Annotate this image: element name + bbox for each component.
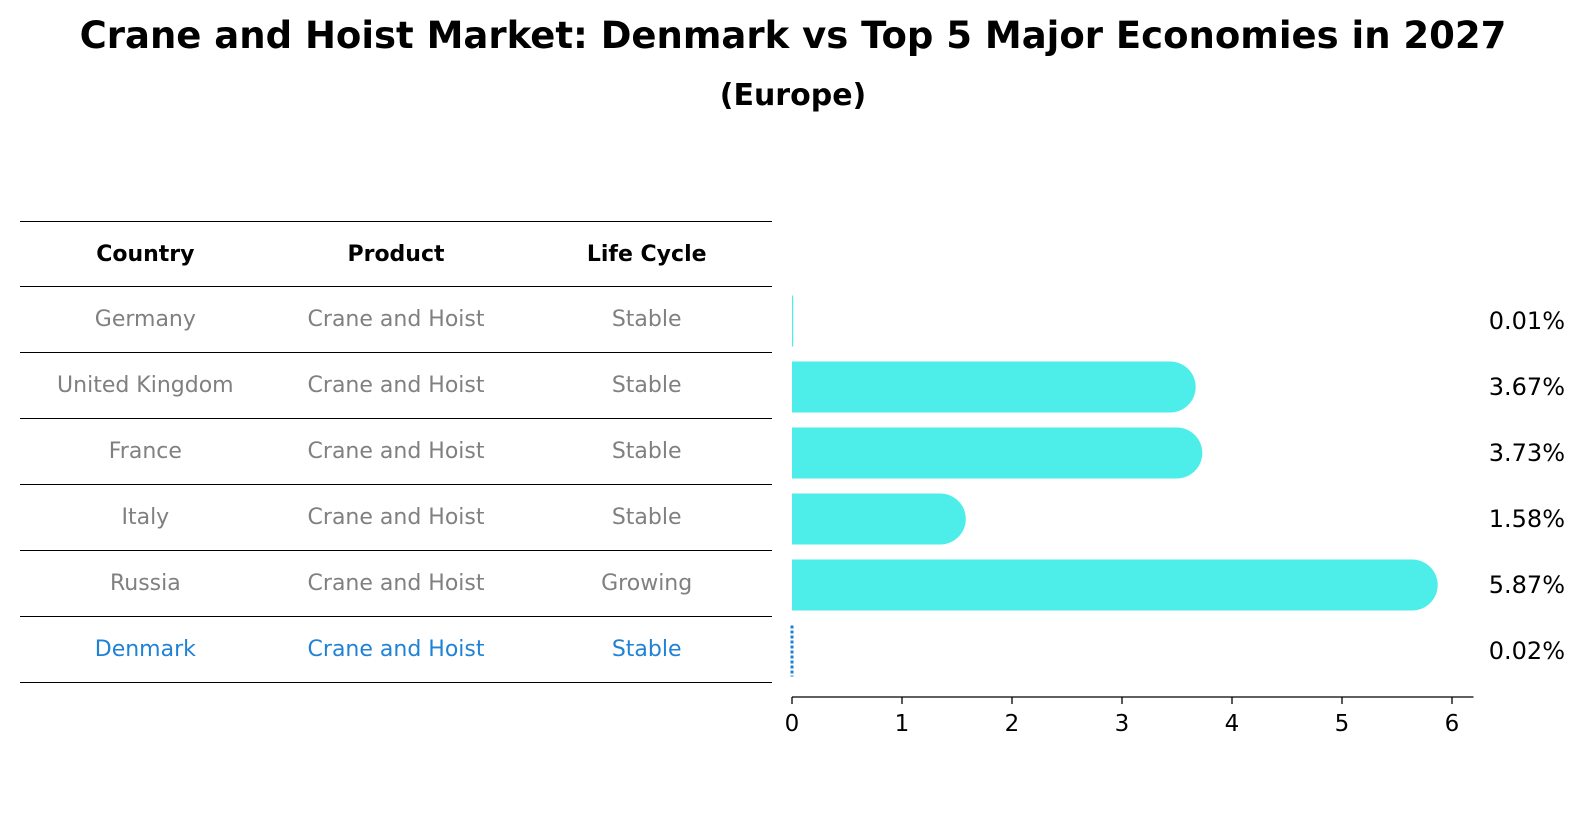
product-cell: Crane and Hoist [307, 373, 485, 398]
table-header-row: Country Product Life Cycle [20, 221, 772, 287]
x-tick-label: 3 [1115, 711, 1130, 737]
value-label: 1.58% [1489, 505, 1565, 533]
header-product: Product [347, 241, 445, 267]
value-label: 0.01% [1489, 307, 1565, 335]
bar-russia [792, 559, 1438, 611]
country-cell: United Kingdom [57, 373, 234, 398]
chart-title: Crane and Hoist Market: Denmark vs Top 5… [79, 14, 1507, 57]
x-tick-label: 5 [1335, 711, 1350, 737]
country-cell: Denmark [94, 637, 196, 662]
value-label: 3.67% [1489, 373, 1565, 401]
value-label: 5.87% [1489, 571, 1565, 599]
table-row: France Crane and Hoist Stable [20, 419, 772, 485]
country-cell: Russia [109, 571, 181, 596]
x-tick-label: 4 [1225, 711, 1240, 737]
life-cycle-cell: Stable [611, 439, 682, 464]
bars-group [790, 295, 1438, 677]
life-cycle-cell: Stable [611, 505, 682, 530]
product-cell: Crane and Hoist [307, 439, 485, 464]
x-axis: 0 1 2 3 4 5 6 [785, 696, 1474, 737]
bar-germany [792, 295, 794, 347]
table-row: Russia Crane and Hoist Growing [20, 551, 772, 617]
table-row: United Kingdom Crane and Hoist Stable [20, 353, 772, 419]
life-cycle-cell: Stable [611, 637, 682, 662]
life-cycle-cell: Growing [601, 571, 693, 596]
x-tick-label: 6 [1445, 711, 1460, 737]
x-tick-label: 0 [785, 711, 800, 737]
country-table: Country Product Life Cycle Germany Crane… [20, 221, 772, 683]
country-cell: Italy [121, 505, 170, 530]
x-tick-label: 2 [1005, 711, 1020, 737]
product-cell: Crane and Hoist [307, 637, 485, 662]
chart-subtitle: (Europe) [719, 78, 867, 113]
x-tick-label: 1 [895, 711, 910, 737]
product-cell: Crane and Hoist [307, 571, 485, 596]
product-cell: Crane and Hoist [307, 505, 485, 530]
bar-italy [792, 493, 966, 545]
header-life-cycle: Life Cycle [586, 241, 707, 267]
table-row: Germany Crane and Hoist Stable [20, 287, 772, 353]
country-cell: France [108, 439, 182, 464]
header-country: Country [96, 241, 195, 267]
bar-united-kingdom [792, 361, 1196, 413]
product-cell: Crane and Hoist [307, 307, 485, 332]
value-labels-group: 0.01% 3.67% 3.73% 1.58% 5.87% 0.02% [1489, 307, 1565, 665]
value-label: 3.73% [1489, 439, 1565, 467]
table-row: Italy Crane and Hoist Stable [20, 485, 772, 551]
country-cell: Germany [94, 307, 196, 332]
life-cycle-cell: Stable [611, 373, 682, 398]
life-cycle-cell: Stable [611, 307, 682, 332]
value-label: 0.02% [1489, 637, 1565, 665]
table-row-highlight: Denmark Crane and Hoist Stable [20, 617, 772, 683]
bar-france [792, 427, 1203, 479]
